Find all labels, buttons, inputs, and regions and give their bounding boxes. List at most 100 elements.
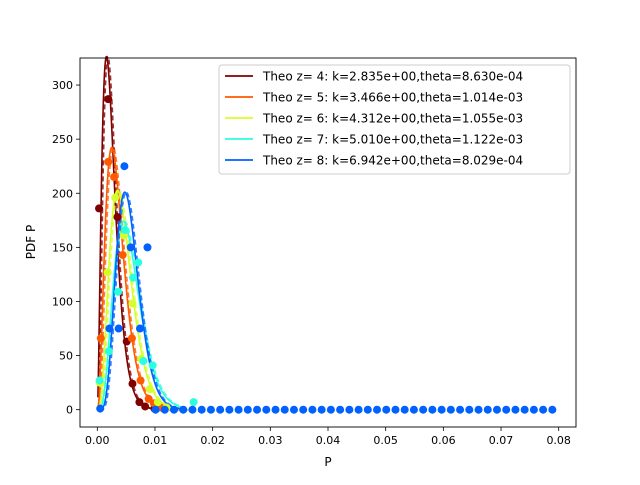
data-point-1-5 [136,376,145,385]
zero-point-48 [539,405,548,414]
zero-point-39 [456,405,465,414]
data-point-4-6 [143,243,152,252]
zero-point-18 [262,405,271,414]
data-curve-4 [99,191,189,411]
zero-point-25 [326,405,335,414]
zero-point-37 [437,405,446,414]
zero-point-29 [363,405,372,414]
data-point-4-0 [96,404,105,413]
zero-point-14 [225,405,234,414]
y-tick-label: 250 [52,133,73,146]
y-axis-label: PDF P [24,225,38,259]
x-tick-label: 0.08 [546,434,571,447]
x-axis-label: P [324,455,331,469]
zero-point-46 [520,405,529,414]
data-point-4-2 [114,324,123,333]
zero-point-15 [234,405,243,414]
data-point-3-8 [189,398,198,407]
zero-point-22 [299,405,308,414]
zero-point-10 [188,405,197,414]
zero-point-20 [280,405,289,414]
zero-point-9 [179,405,188,414]
data-point-4-3 [120,162,129,171]
zero-point-40 [465,405,474,414]
data-point-2-2 [111,193,120,202]
legend-label-4: Theo z= 8: k=6.942e+00,theta=8.029e-04 [262,154,523,168]
zero-point-34 [409,405,418,414]
zero-point-36 [428,405,437,414]
zero-point-8 [170,405,179,414]
x-tick-label: 0.05 [373,434,398,447]
zero-point-44 [502,405,511,414]
data-point-3-7 [148,361,157,370]
y-tick-label: 0 [66,404,73,417]
x-tick-label: 0.06 [431,434,456,447]
y-tick-label: 50 [59,350,73,363]
zero-point-35 [419,405,428,414]
x-tick-label: 0.01 [143,434,168,447]
data-point-3-4 [129,273,138,282]
data-point-0-1 [104,95,113,104]
data-point-2-7 [153,398,162,407]
data-point-0-2 [113,213,122,222]
data-point-2-4 [128,299,137,308]
zero-point-43 [492,405,501,414]
zero-point-11 [197,405,206,414]
data-point-3-6 [139,356,148,365]
zero-point-27 [345,405,354,414]
legend-label-0: Theo z= 4: k=2.835e+00,theta=8.630e-04 [262,70,523,84]
zero-point-45 [511,405,520,414]
data-point-3-3 [120,226,129,235]
zero-point-17 [253,405,262,414]
data-point-0-5 [135,398,144,407]
theo-curve-1 [97,146,187,411]
zero-point-33 [400,405,409,414]
x-tick-label: 0.03 [258,434,283,447]
data-point-1-4 [127,334,136,343]
zero-point-28 [354,405,363,414]
zero-point-7 [160,405,169,414]
zero-point-16 [243,405,252,414]
y-axis-ticks: 0 50 100 150 200 250 300 [52,79,80,417]
zero-point-13 [216,405,225,414]
legend: Theo z= 4: k=2.835e+00,theta=8.630e-04 Th… [218,64,571,175]
data-point-0-0 [95,204,104,213]
data-point-3-0 [95,376,104,385]
y-tick-label: 300 [52,79,73,92]
data-point-3-2 [114,287,123,296]
x-tick-label: 0.04 [316,434,341,447]
zero-point-31 [382,405,391,414]
data-points [95,95,557,414]
legend-label-2: Theo z= 6: k=4.312e+00,theta=1.055e-03 [262,112,523,126]
zero-point-49 [548,405,557,414]
zero-point-19 [271,405,280,414]
zero-point-6 [151,405,160,414]
data-point-2-1 [103,268,112,277]
y-tick-label: 200 [52,187,73,200]
zero-point-26 [336,405,345,414]
zero-point-30 [373,405,382,414]
data-point-2-6 [145,385,154,394]
x-axis-ticks: 0.00 0.01 0.02 0.03 0.04 0.05 0.06 0.07 0.08 [85,427,571,447]
zero-point-38 [446,405,455,414]
data-point-4-4 [126,243,135,252]
zero-point-42 [483,405,492,414]
data-point-4-5 [135,324,144,333]
y-tick-label: 100 [52,295,73,308]
zero-point-21 [289,405,298,414]
legend-label-3: Theo z= 7: k=5.010e+00,theta=1.122e-03 [262,133,523,147]
data-point-1-0 [96,334,105,343]
zero-point-24 [317,405,326,414]
zero-point-12 [206,405,215,414]
x-tick-label: 0.02 [200,434,225,447]
data-point-1-3 [118,250,127,259]
data-point-1-1 [104,157,113,166]
legend-box [218,64,571,175]
zero-point-41 [474,405,483,414]
zero-point-32 [391,405,400,414]
data-curve-1 [98,146,189,411]
legend-label-1: Theo z= 5: k=3.466e+00,theta=1.014e-03 [262,91,523,105]
x-tick-label: 0.07 [489,434,514,447]
